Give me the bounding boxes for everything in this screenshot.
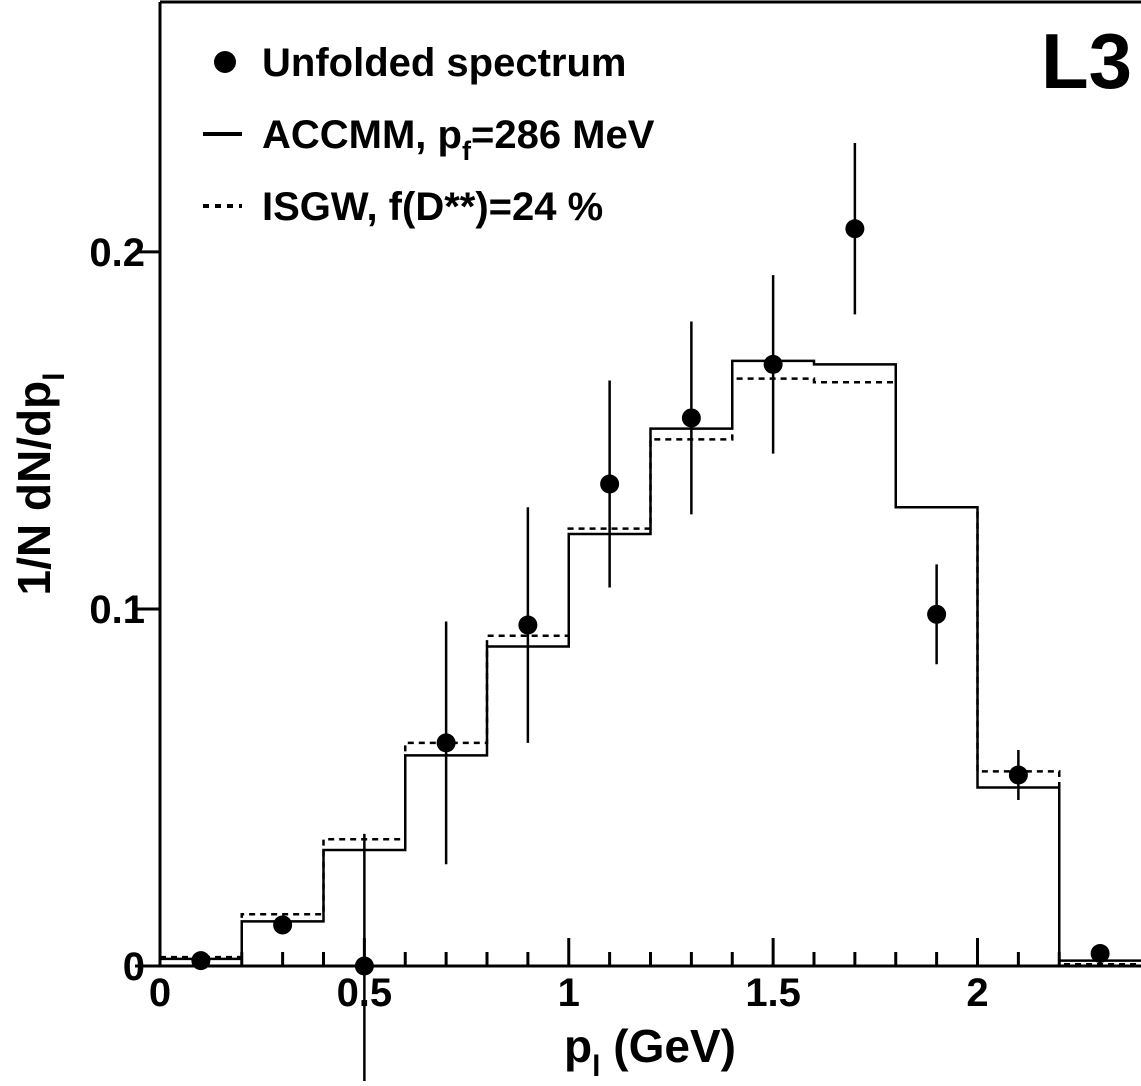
data-point	[600, 474, 620, 494]
legend-label: ISGW, f(D**)=24 %	[262, 185, 603, 229]
data-point	[436, 733, 456, 753]
data-point	[763, 354, 783, 374]
data-point	[927, 604, 947, 624]
data-points-layer	[191, 143, 1110, 1086]
x-tick-label: 0.5	[337, 971, 393, 1015]
data-point	[681, 408, 701, 428]
legend-point-marker	[214, 51, 236, 73]
legend-label: Unfolded spectrum	[262, 41, 626, 85]
y-tick-label: 0.2	[89, 231, 145, 275]
data-point	[518, 615, 538, 635]
x-tick-label: 1	[558, 971, 580, 1015]
y-axis-title: 1/N dN/dpl	[8, 372, 71, 595]
y-tick-label: 0.1	[89, 588, 145, 632]
histogram-layer	[160, 359, 1141, 966]
y-tick-label: 0	[123, 945, 145, 989]
isgw-histogram	[160, 377, 1141, 966]
axes-layer: 0 0.5 1 1.5 2 0 0.1 0.2 pl (GeV) 1/N dN/dpl	[8, 0, 1141, 1083]
x-tick-label: 2	[966, 971, 988, 1015]
x-tick-label: 0	[149, 971, 171, 1015]
data-point	[1008, 765, 1028, 785]
legend-label: ACCMM, pf=286 MeV	[262, 113, 655, 166]
x-tick-label: 1.5	[745, 971, 801, 1015]
data-point	[845, 219, 865, 239]
experiment-label: L3	[1041, 17, 1132, 105]
legend: Unfolded spectrum ACCMM, pf=286 MeV ISGW, …	[203, 41, 655, 229]
data-point	[273, 915, 293, 935]
accmm-histogram	[160, 359, 1141, 962]
x-axis-title: pl (GeV)	[564, 1020, 736, 1081]
